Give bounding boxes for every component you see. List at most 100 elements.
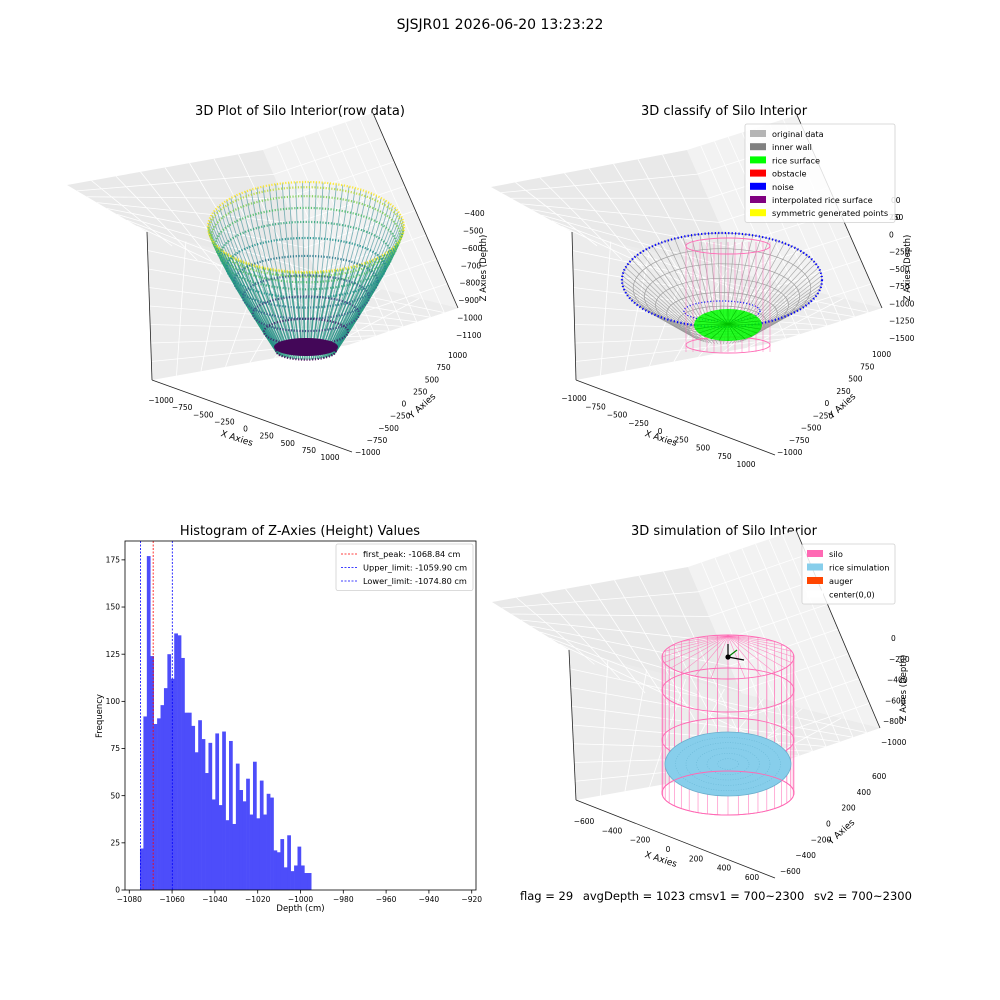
p1-surface-ring bbox=[206, 180, 406, 274]
histogram-bar bbox=[177, 635, 182, 890]
p4-rice-simulation bbox=[664, 731, 792, 797]
p1-y-axis-line bbox=[151, 379, 353, 453]
p2-rice-surface-line bbox=[727, 323, 758, 334]
p2-grid-x bbox=[574, 333, 800, 344]
p2-rice-surface-line bbox=[727, 323, 763, 326]
p1-grid-back-v bbox=[358, 117, 445, 313]
p4-silo-roof-line bbox=[727, 635, 775, 673]
plot2-title: 3D classify of Silo Interior bbox=[640, 104, 808, 119]
p2-rice-surface-line bbox=[693, 323, 729, 326]
histogram-bar bbox=[198, 720, 202, 890]
p2-rice-surface-line bbox=[727, 309, 738, 325]
p4-rice-mesh bbox=[717, 758, 739, 770]
p2-grid-left-v bbox=[515, 182, 598, 247]
p2-wall-line bbox=[631, 259, 693, 325]
p2-wall-line bbox=[659, 243, 702, 320]
p1-y-tick: 750 bbox=[436, 363, 451, 372]
plot4-title: 3D simulation of Silo Interior bbox=[631, 524, 817, 539]
p1-surface-line bbox=[268, 185, 296, 344]
p1-surface-line bbox=[216, 208, 280, 348]
p2-y-tick: 750 bbox=[860, 362, 875, 371]
p1-surface-line bbox=[288, 182, 302, 343]
p4-x-tick: −400 bbox=[602, 826, 623, 835]
p1-grid-z bbox=[273, 136, 384, 175]
p3-x-tick: −1040 bbox=[202, 895, 228, 904]
p1-grid-z bbox=[294, 185, 406, 224]
histogram-bar bbox=[181, 657, 185, 890]
histogram-bar bbox=[194, 752, 199, 890]
p2-z-tick: −1500 bbox=[889, 334, 915, 343]
p3-x-tick: −1060 bbox=[159, 895, 185, 904]
p1-grid-z2 bbox=[76, 173, 274, 192]
histogram-bar bbox=[150, 656, 154, 890]
p4-x-tick: 0 bbox=[666, 845, 671, 854]
p1-grid-y bbox=[249, 269, 303, 363]
p4-y-tick: 200 bbox=[841, 804, 856, 813]
p2-grid-z2 bbox=[521, 203, 719, 223]
p2-y-tick: −500 bbox=[801, 424, 822, 433]
p4-x-tick: −600 bbox=[574, 817, 595, 826]
p4-grid-back-v bbox=[782, 534, 867, 733]
p2-y-label: Y Axies bbox=[826, 392, 858, 422]
p2-x-tick: −750 bbox=[585, 402, 606, 411]
p1-surface-ring bbox=[275, 341, 337, 361]
p2-legend-label: original data bbox=[772, 129, 824, 139]
p2-z-tick: −250 bbox=[889, 248, 910, 257]
p3-y-tick: 0 bbox=[115, 886, 120, 895]
p2-rice-surface-line bbox=[727, 316, 758, 325]
p1-surface-line bbox=[329, 200, 386, 347]
plot1-title: 3D Plot of Silo Interior(row data) bbox=[195, 104, 405, 119]
p3-x-tick: −1080 bbox=[117, 895, 143, 904]
p2-legend-label: rice surface bbox=[772, 155, 820, 165]
p2-grid-z2 bbox=[501, 173, 698, 194]
p1-y-tick: 0 bbox=[402, 400, 407, 409]
histogram-bar bbox=[218, 805, 223, 890]
p2-rice-surface-line bbox=[703, 323, 729, 337]
p2-legend-box bbox=[744, 123, 896, 223]
p4-silo-roof-line bbox=[727, 635, 746, 679]
p4-silo-roof-line bbox=[694, 635, 729, 639]
p4-silo-roof-line bbox=[661, 635, 729, 658]
p1-y-tick: 500 bbox=[425, 375, 440, 384]
p1-x-tick: 0 bbox=[243, 425, 248, 434]
p2-z-tick-partial: 00 bbox=[891, 196, 901, 205]
p2-x-tick: 750 bbox=[717, 452, 732, 461]
p2-rice-surface-line bbox=[727, 313, 753, 325]
p4-silo-roof-line bbox=[694, 635, 729, 677]
histogram-bar bbox=[229, 740, 233, 890]
histogram-bar bbox=[163, 688, 168, 890]
p1-surface-ring bbox=[251, 295, 361, 333]
p2-legend-label: noise bbox=[772, 182, 794, 192]
p1-x-tick: −750 bbox=[172, 403, 193, 412]
p4-grid-left-v bbox=[565, 588, 646, 694]
histogram-bar bbox=[205, 773, 209, 890]
histogram-bar bbox=[249, 814, 254, 890]
p1-pane-floor bbox=[147, 232, 458, 380]
p2-legend-label: interpolated rice surface bbox=[772, 195, 873, 205]
p4-legend-swatch bbox=[807, 550, 823, 557]
histogram-bar bbox=[215, 733, 220, 890]
p1-y-tick: −500 bbox=[378, 424, 399, 433]
p1-surface-line bbox=[310, 182, 324, 343]
p4-rice-mesh bbox=[706, 753, 750, 775]
p2-wall-line bbox=[666, 240, 705, 319]
p1-z-label: Z Axies (Depth) bbox=[479, 235, 489, 302]
p1-x-tick: 500 bbox=[281, 439, 296, 448]
histogram-bar bbox=[211, 799, 216, 890]
p2-wall-line bbox=[744, 245, 792, 321]
p4-y-tick: −400 bbox=[795, 851, 816, 860]
histogram-bar bbox=[290, 871, 295, 890]
p4-y-tick: −600 bbox=[780, 867, 801, 876]
p1-y-tick: −750 bbox=[367, 436, 388, 445]
p4-z-tick: −600 bbox=[885, 696, 906, 705]
p3-x-tick: −1020 bbox=[245, 895, 271, 904]
p1-surface-line bbox=[208, 220, 277, 351]
p4-z-label: Z Axies (Depth) bbox=[899, 655, 909, 722]
histogram-bar bbox=[239, 790, 244, 890]
histogram-bar bbox=[143, 716, 148, 890]
histogram-bar bbox=[294, 865, 298, 890]
p4-legend-label: center(0,0) bbox=[829, 590, 875, 600]
plot2-axes: 0000−1000−750−500−25002505007501000−1000… bbox=[491, 114, 915, 469]
p2-grid-x bbox=[575, 338, 786, 362]
